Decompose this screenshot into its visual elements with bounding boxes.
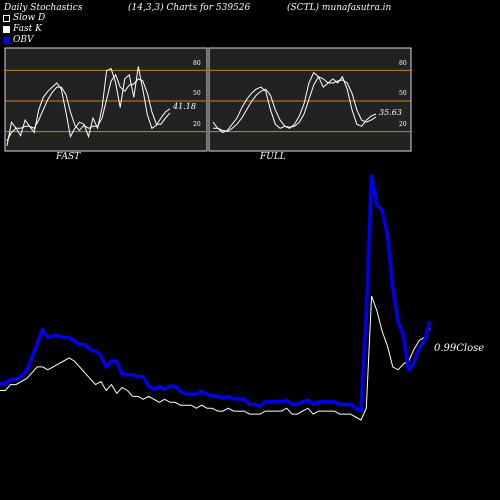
legend-item-fast-k: Fast K — [3, 24, 45, 35]
legend-item-obv: OBV — [3, 35, 45, 46]
full-slow-d-line — [213, 76, 377, 132]
legend-swatch-slow-d — [3, 15, 10, 22]
chart-params: (14,3,3) Charts for 539526 — [128, 3, 251, 13]
fast-panel: 80 50 20 41.18 — [4, 47, 208, 152]
legend-label-fast-k: Fast K — [13, 24, 42, 34]
legend: Slow D Fast K OBV — [3, 13, 45, 46]
legend-swatch-fast-k — [3, 26, 10, 33]
fast-tick-50: 50 — [193, 90, 201, 97]
full-tick-50: 50 — [399, 90, 407, 97]
fast-tick-80: 80 — [193, 60, 201, 67]
full-panel: 80 50 20 35.63 — [208, 47, 412, 152]
full-panel-label: FULL — [260, 152, 286, 162]
fast-tick-20: 20 — [193, 121, 201, 128]
full-last-value: 35.63 — [379, 108, 402, 117]
main-chart: 0.99Close — [0, 174, 484, 421]
full-fast-k-line — [212, 71, 377, 134]
close-price-line — [0, 295, 431, 421]
full-panel-frame — [208, 47, 412, 152]
legend-label-slow-d: Slow D — [13, 13, 46, 23]
full-tick-80: 80 — [399, 60, 407, 67]
legend-item-slow-d: Slow D — [3, 13, 45, 24]
legend-label-obv: OBV — [13, 35, 34, 45]
fast-last-value: 41.18 — [172, 102, 196, 111]
obv-line — [0, 174, 432, 413]
full-tick-20: 20 — [399, 121, 407, 128]
fast-panel-frame — [4, 47, 208, 152]
fast-panel-label: FAST — [56, 152, 81, 162]
fast-slow-d-line — [6, 73, 171, 141]
fast-fast-k-line — [6, 66, 171, 146]
chart-symbol: (SCTL) munafasutra.in — [287, 3, 392, 13]
chart-title: Daily Stochastics — [4, 3, 83, 13]
close-value-label: 0.99Close — [434, 343, 484, 354]
legend-swatch-obv — [3, 37, 10, 44]
